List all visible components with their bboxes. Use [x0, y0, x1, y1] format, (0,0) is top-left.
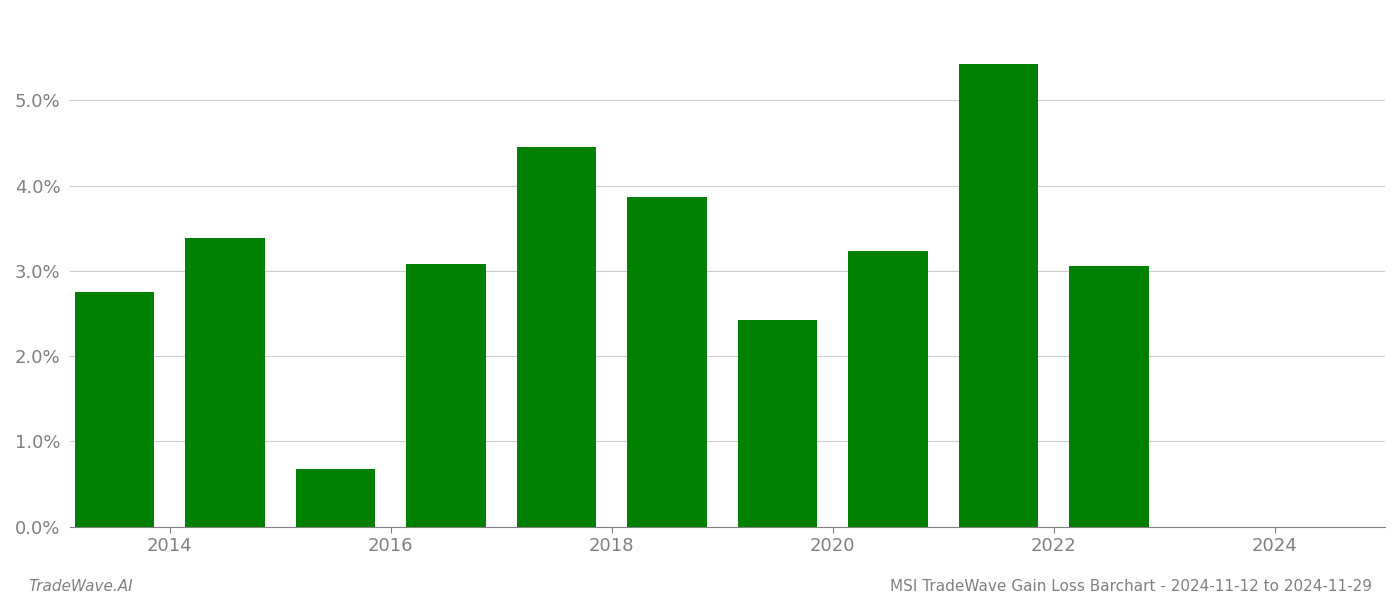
Bar: [295, 469, 375, 527]
Bar: [738, 320, 818, 527]
Bar: [517, 147, 596, 527]
Bar: [185, 238, 265, 527]
Bar: [406, 264, 486, 527]
Bar: [627, 197, 707, 527]
Bar: [1070, 266, 1148, 527]
Bar: [74, 292, 154, 527]
Bar: [959, 64, 1039, 527]
Text: MSI TradeWave Gain Loss Barchart - 2024-11-12 to 2024-11-29: MSI TradeWave Gain Loss Barchart - 2024-…: [890, 579, 1372, 594]
Text: TradeWave.AI: TradeWave.AI: [28, 579, 133, 594]
Bar: [848, 251, 928, 527]
